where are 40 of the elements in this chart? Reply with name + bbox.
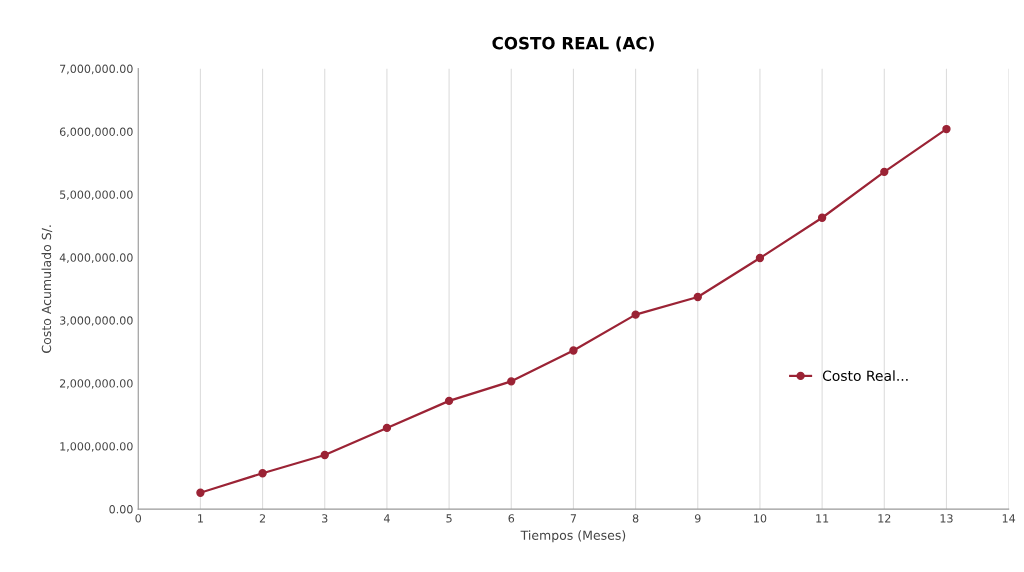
x-tick-label: 2 — [259, 514, 265, 523]
point — [258, 469, 267, 478]
chart-title: COSTO REAL (AC) — [492, 36, 654, 52]
point — [755, 253, 765, 263]
point — [942, 124, 951, 134]
legend-label: Costo Real... — [822, 370, 908, 381]
y-tick-label: 4,000,000.00 — [59, 253, 133, 263]
point — [444, 396, 454, 406]
x-tick-label: 9 — [694, 514, 701, 523]
point — [631, 310, 640, 319]
y-tick-label: 0.00 — [109, 505, 133, 514]
point — [320, 450, 329, 460]
x-tick-label: 12 — [878, 514, 891, 523]
x-tick-label: 10 — [754, 514, 767, 523]
point — [382, 423, 392, 433]
x-tick-label: 11 — [816, 514, 829, 523]
point — [817, 213, 827, 222]
x-tick-label: 13 — [940, 514, 953, 523]
y-tick-label: 7,000,000.00 — [60, 64, 133, 75]
x-tick-label: 1 — [198, 514, 203, 523]
point — [569, 346, 578, 355]
x-tick-label: 6 — [508, 514, 515, 523]
x-tick-label: 3 — [322, 514, 328, 523]
point — [196, 488, 205, 497]
x-axis-title: Tiempos (Meses) — [520, 530, 626, 543]
y-tick-label: 5,000,000.00 — [60, 190, 133, 200]
x-tick-label: 0 — [135, 514, 142, 523]
x-tick-label: 5 — [446, 514, 452, 523]
x-tick-label: 4 — [383, 514, 390, 523]
point — [693, 292, 702, 302]
y-axis-title: Costo Acumulado S/. — [41, 225, 53, 353]
x-tick-label: 8 — [632, 514, 639, 523]
y-tick-label: 2,000,000.00 — [59, 379, 133, 389]
x-tick-label: 7 — [570, 514, 577, 523]
point — [507, 377, 516, 386]
y-tick-label: 3,000,000.00 — [60, 316, 133, 326]
y-tick-label: 1,000,000.00 — [60, 442, 133, 452]
y-tick-label: 6,000,000.00 — [59, 127, 133, 138]
point — [880, 167, 889, 176]
x-tick-label: 14 — [1002, 514, 1016, 523]
